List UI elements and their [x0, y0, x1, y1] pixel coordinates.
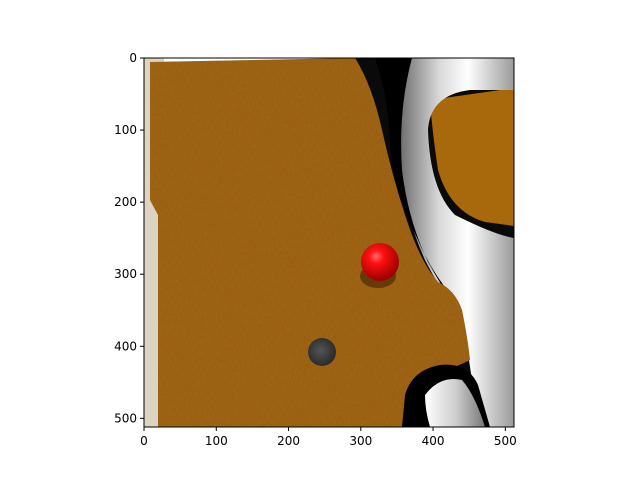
y-tick-label: 400 — [114, 339, 137, 353]
axes-frame — [143, 57, 515, 428]
y-tick-label: 100 — [114, 123, 137, 137]
image-area — [144, 58, 514, 427]
wood-patch-top-right — [430, 88, 514, 226]
wood-grain — [150, 58, 470, 427]
x-tick-label: 400 — [422, 434, 445, 448]
x-tick-label: 500 — [494, 434, 517, 448]
metal-piece-right — [398, 58, 514, 427]
x-tick-label: 0 — [140, 434, 148, 448]
red-ball — [361, 243, 399, 281]
y-tick-label: 500 — [114, 411, 137, 425]
dark-hole — [308, 338, 336, 366]
y-tick-label: 300 — [114, 267, 137, 281]
metal-piece-bottom-highlight — [425, 379, 485, 427]
y-axis-ticks: 0 100 200 300 400 500 — [114, 51, 144, 425]
y-tick-label: 200 — [114, 195, 137, 209]
y-tick-label: 0 — [129, 51, 137, 65]
metal-shadow-left — [375, 58, 462, 318]
x-tick-label: 100 — [205, 434, 228, 448]
x-tick-label: 300 — [349, 434, 372, 448]
x-axis-ticks: 0 100 200 300 400 500 — [140, 427, 517, 448]
x-tick-label: 200 — [277, 434, 300, 448]
